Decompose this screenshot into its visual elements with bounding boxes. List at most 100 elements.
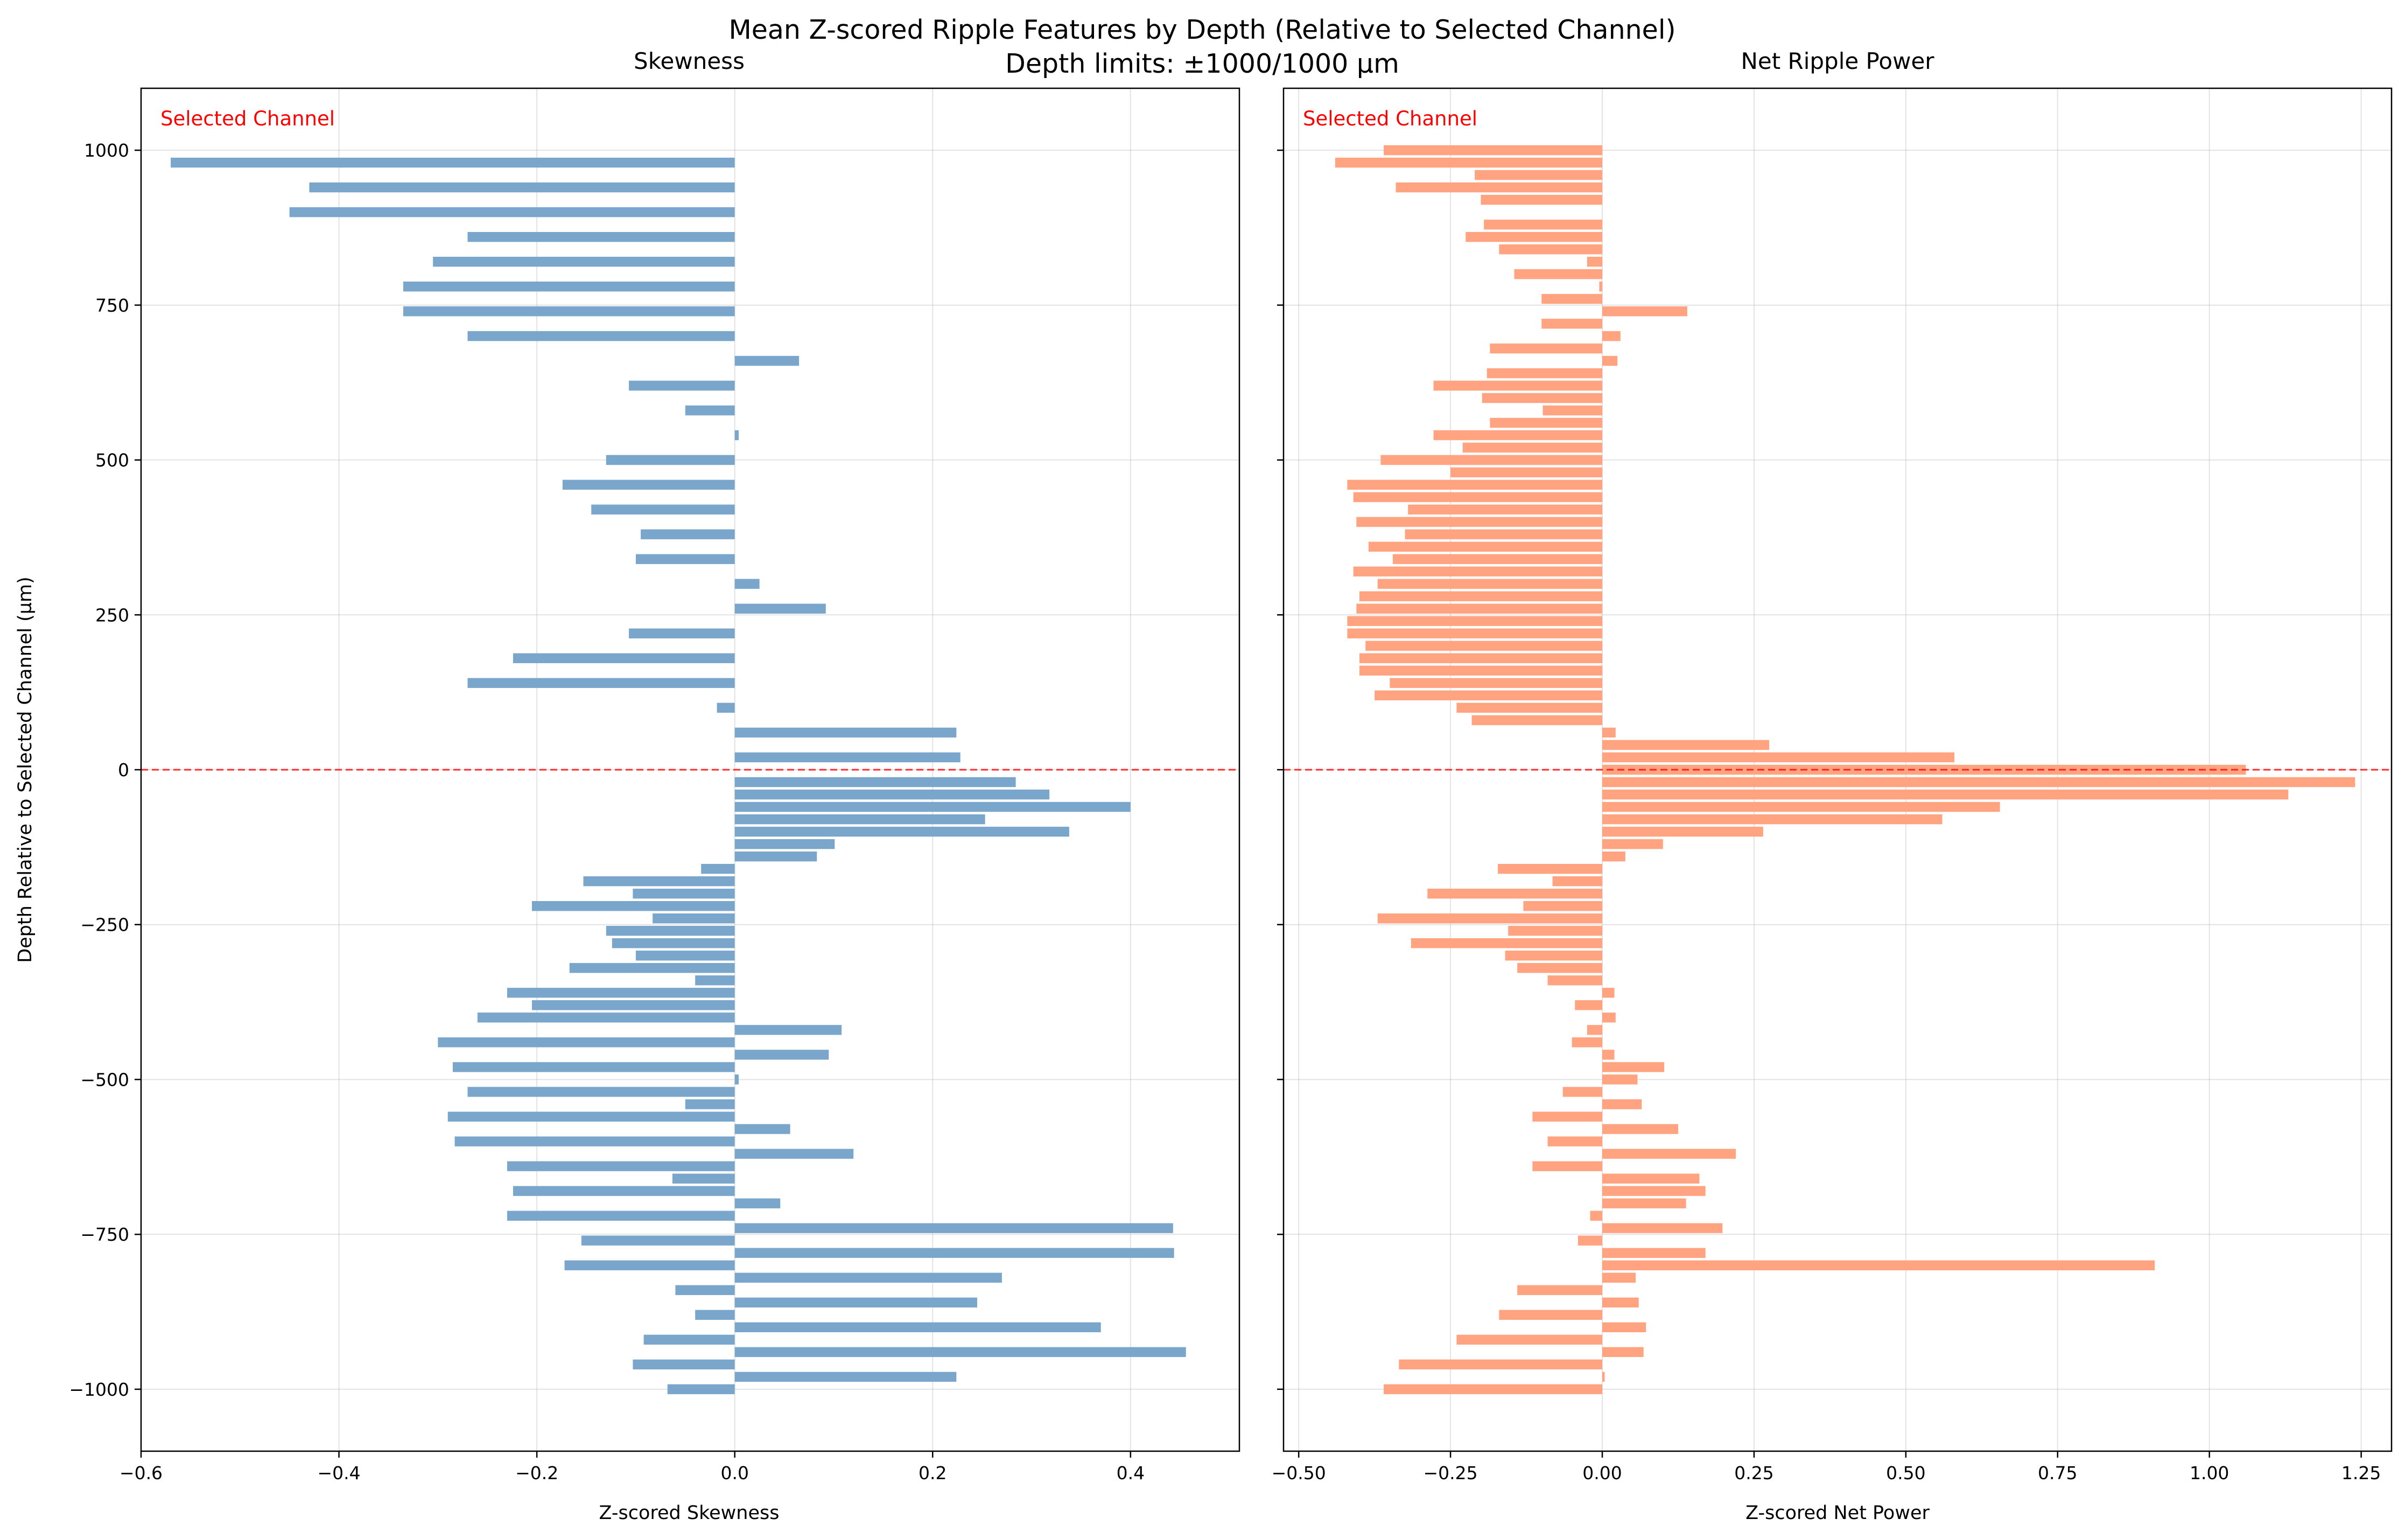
skewness-panel-title: Skewness <box>634 48 745 74</box>
skewness-bar <box>734 814 985 825</box>
skewness-bar <box>734 1372 957 1382</box>
net-power-bar <box>1390 678 1603 688</box>
figure-title-line2: Depth limits: ±1000/1000 µm <box>1005 48 1399 79</box>
skewness-bar <box>403 282 735 292</box>
skewness-y-tick-label: −1000 <box>69 1379 129 1400</box>
skewness-x-axis-label: Z-scored Skewness <box>599 1502 780 1524</box>
net-power-bar <box>1602 740 1770 750</box>
net-power-bar <box>1602 1372 1605 1382</box>
skewness-bar <box>734 826 1069 837</box>
skewness-bar <box>467 1087 735 1097</box>
skewness-bar <box>734 579 760 589</box>
net-power-bar <box>1577 1235 1603 1246</box>
net-power-bar <box>1602 727 1616 738</box>
net-power-bar <box>1490 418 1603 428</box>
net-power-bar <box>1552 876 1603 887</box>
figure-title-line1: Mean Z-scored Ripple Features by Depth (… <box>728 15 1675 45</box>
net-power-bar <box>1541 319 1603 329</box>
skewness-y-tick-label: −750 <box>80 1224 129 1245</box>
net-power-bar <box>1541 294 1603 304</box>
skewness-bar <box>734 1248 1174 1258</box>
net-power-bar <box>1602 1297 1639 1307</box>
net-power-bar <box>1466 232 1603 242</box>
net-power-bar <box>1353 566 1603 576</box>
skewness-bar <box>633 888 735 899</box>
skewness-y-tick-label: −250 <box>80 915 129 936</box>
net-power-x-tick-label: 0.50 <box>1886 1462 1925 1483</box>
net-power-bar <box>1602 1186 1706 1196</box>
net-power-bar <box>1498 863 1603 874</box>
y-axis-label: Depth Relative to Selected Channel (µm) <box>15 576 36 963</box>
net-power-bar <box>1602 777 2355 787</box>
skewness-bar <box>734 430 739 440</box>
net-power-bar <box>1450 467 1603 477</box>
net-power-bar <box>1356 517 1603 527</box>
net-power-bar <box>1356 603 1603 614</box>
net-power-bar <box>1499 244 1603 255</box>
skewness-bar <box>629 628 735 639</box>
net-power-bar <box>1335 157 1603 168</box>
net-power-bar <box>1587 1025 1603 1035</box>
skewness-x-tick-label: −0.6 <box>120 1462 163 1483</box>
skewness-bar <box>467 331 735 341</box>
net-power-bar <box>1505 951 1603 961</box>
net-power-bar <box>1487 368 1603 378</box>
net-power-x-tick-label: 0.00 <box>1582 1462 1622 1483</box>
skewness-bar <box>695 975 735 986</box>
net-power-bar <box>1347 480 1603 490</box>
net-power-bar <box>1599 282 1603 292</box>
net-power-bar <box>1602 1099 1642 1109</box>
net-power-bar <box>1562 1087 1603 1097</box>
net-power-bar <box>1427 888 1603 899</box>
skewness-bar <box>635 951 735 961</box>
skewness-bar <box>734 777 1016 787</box>
skewness-bar <box>734 1272 1002 1283</box>
skewness-x-tick-label: 0.0 <box>720 1462 748 1483</box>
net-power-bar <box>1532 1161 1603 1171</box>
skewness-bar <box>734 727 957 738</box>
net-power-bar <box>1433 430 1603 440</box>
skewness-bar <box>667 1384 735 1395</box>
net-power-panel: Net Ripple Power Z-scored Net Power Sele… <box>1272 48 2393 1524</box>
net-power-x-tick-label: 1.00 <box>2190 1462 2229 1483</box>
net-power-bar <box>1602 851 1625 862</box>
skewness-bar <box>612 938 735 948</box>
skewness-bar <box>513 1186 735 1196</box>
net-power-bar <box>1359 653 1603 664</box>
skewness-y-tick-label: 500 <box>95 450 129 471</box>
net-power-bar <box>1602 1272 1636 1283</box>
net-power-bar <box>1602 1347 1644 1358</box>
skewness-y-tick-label: 750 <box>95 295 129 316</box>
skewness-bar <box>467 678 735 688</box>
net-power-bar <box>1471 715 1603 726</box>
net-power-bar <box>1359 665 1603 676</box>
net-power-bar <box>1392 554 1603 564</box>
net-power-bar <box>1602 306 1687 317</box>
net-power-bar <box>1377 579 1603 589</box>
skewness-bar <box>643 1334 735 1345</box>
skewness-bar <box>734 1149 854 1159</box>
net-power-bar <box>1396 182 1603 193</box>
skewness-bar <box>447 1112 735 1122</box>
net-power-x-tick-label: −0.25 <box>1424 1462 1478 1483</box>
skewness-bar <box>454 1136 735 1147</box>
net-power-bar <box>1575 1000 1603 1010</box>
net-power-bar <box>1517 963 1603 973</box>
net-power-bar <box>1347 628 1603 639</box>
net-power-bar <box>1602 839 1663 849</box>
skewness-bar <box>591 504 735 515</box>
net-power-bar <box>1353 492 1603 502</box>
skewness-bar <box>531 1000 735 1010</box>
skewness-bars <box>171 157 1186 1395</box>
net-power-bar <box>1572 1037 1603 1047</box>
net-power-bar <box>1532 1112 1603 1122</box>
net-power-bar <box>1380 455 1603 465</box>
net-power-bar <box>1602 826 1763 837</box>
net-power-selected-channel-label: Selected Channel <box>1303 107 1477 130</box>
net-power-bar <box>1602 1198 1686 1208</box>
net-power-bar <box>1602 988 1615 998</box>
skewness-bar <box>433 257 735 267</box>
net-power-bar <box>1484 219 1603 230</box>
skewness-bar <box>734 356 800 366</box>
skewness-bar <box>734 851 817 862</box>
